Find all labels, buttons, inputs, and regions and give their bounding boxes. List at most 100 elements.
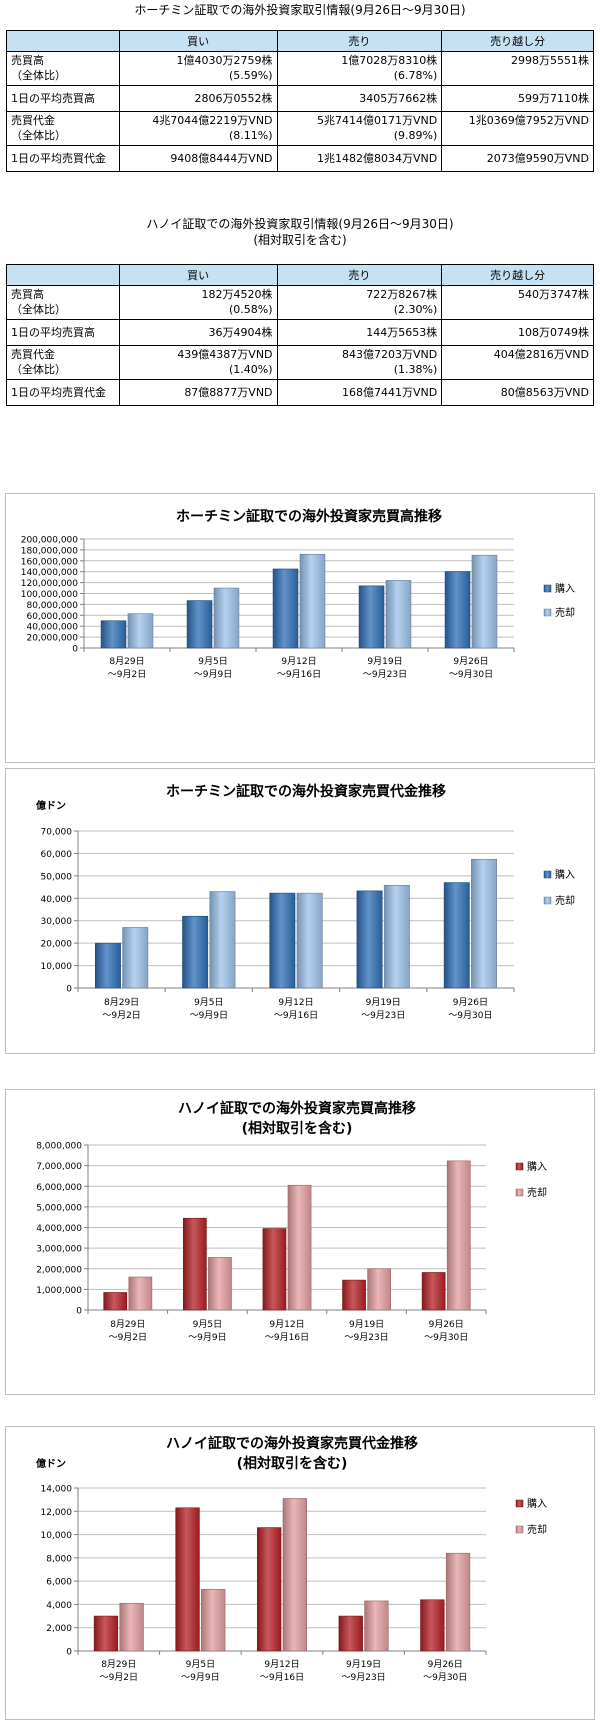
bar-buy: [100, 620, 127, 649]
legend-swatch: [515, 1162, 524, 1171]
x-tick-label: 9月12日: [278, 997, 313, 1008]
x-tick-label: ～9月30日: [424, 1332, 468, 1343]
x-tick-label: 8月29日: [110, 1319, 145, 1330]
x-tick-label: 8月29日: [109, 656, 144, 667]
y-tick-label: 70,000: [41, 828, 73, 838]
table-row: 1日の平均売買代金 9408億8444万VND 1兆1482億8034万VND …: [6, 145, 594, 172]
x-tick-label: ～9月23日: [363, 669, 407, 680]
row-label: 1日の平均売買高: [6, 319, 120, 346]
legend-label: 購入: [555, 582, 575, 595]
table-row: 売買代金 （全体比） 4兆7044億2219万VND (8.11%) 5兆741…: [6, 111, 594, 146]
bar-buy: [186, 600, 213, 649]
bar-sell: [385, 580, 412, 649]
x-tick-label: ～9月2日: [109, 1332, 147, 1343]
y-tick-label: 0: [66, 1648, 72, 1658]
y-tick-label: 180,000,000: [21, 546, 79, 556]
cell-buy: 87億8877万VND: [118, 379, 278, 406]
cell-sell: 144万5653株: [276, 319, 443, 346]
legend-label: 売却: [555, 606, 575, 619]
hcm-trade-table: 買い 売り 売り越し分 売買高 （全体比） 1億4030万2759株 (5.59…: [6, 30, 594, 172]
bar-buy: [420, 1599, 445, 1652]
y-tick-label: 0: [72, 645, 78, 655]
bar-buy: [103, 1292, 128, 1311]
legend-label: 売却: [527, 1523, 547, 1536]
hcm-volume-chart: ホーチミン証取での海外投資家売買高推移 020,000,00040,000,000…: [21, 508, 575, 680]
legend-label: 購入: [527, 1497, 547, 1510]
bar-buy: [175, 1507, 200, 1652]
x-tick-label: ～9月9日: [181, 1672, 219, 1683]
hn-table-title: ハノイ証取での海外投資家取引情報(9月26日～9月30日) (相対取引を含む): [146, 217, 454, 247]
bar-sell: [127, 613, 154, 649]
y-axis-label: 億ドン: [36, 1457, 66, 1470]
header-sell: 売り: [276, 264, 443, 286]
y-tick-label: 20,000,000: [26, 634, 78, 644]
bar-buy: [93, 1615, 119, 1652]
cell-sell: 5兆7414億0171万VND (9.89%): [276, 111, 443, 146]
table-header-row: 買い 売り 売り越し分: [6, 30, 594, 52]
cell-sell: 3405万7662株: [276, 85, 443, 112]
cell-buy: 439億4387万VND (1.40%): [118, 345, 278, 380]
x-tick-label: 8月29日: [104, 997, 139, 1008]
x-tick-label: 9月19日: [366, 997, 401, 1008]
bar-buy: [269, 892, 296, 989]
y-tick-label: 10,000: [41, 1531, 73, 1541]
bar-buy: [262, 1228, 287, 1311]
x-tick-label: 9月19日: [367, 656, 402, 667]
x-tick-label: ～9月16日: [277, 669, 321, 680]
hcm-table-title: ホーチミン証取での海外投資家取引情報(9月26日～9月30日): [134, 3, 466, 17]
y-tick-label: 30,000: [41, 917, 73, 927]
table-header-row: 買い 売り 売り越し分: [6, 264, 594, 286]
y-tick-label: 40,000,000: [26, 623, 78, 633]
x-tick-label: 9月26日: [429, 1319, 464, 1330]
cell-buy: 36万4904株: [118, 319, 278, 346]
x-tick-label: ～9月23日: [345, 1332, 389, 1343]
bar-buy: [257, 1527, 282, 1652]
x-tick-label: ～9月9日: [188, 1332, 226, 1343]
bar-buy: [443, 882, 470, 989]
bar-buy: [358, 585, 385, 649]
x-tick-label: ～9月9日: [194, 669, 232, 680]
cell-sell: 843億7203万VND (1.38%): [276, 345, 443, 380]
row-label: 売買代金 （全体比）: [6, 345, 120, 380]
header-buy: 買い: [118, 30, 278, 52]
y-tick-label: 40,000: [41, 895, 73, 905]
legend-swatch: [515, 1499, 524, 1508]
y-tick-label: 4,000: [46, 1601, 72, 1611]
bar-sell: [367, 1268, 391, 1311]
x-tick-label: ～9月23日: [342, 1672, 386, 1683]
y-tick-label: 120,000,000: [21, 579, 79, 589]
legend-label: 購入: [555, 868, 575, 881]
table-row: 売買高 （全体比） 1億4030万2759株 (5.59%) 1億7028万83…: [6, 51, 594, 86]
y-tick-label: 6,000: [46, 1578, 72, 1588]
table-row: 1日の平均売買高 36万4904株 144万5653株 108万0749株: [6, 319, 594, 346]
bar-buy: [272, 568, 299, 649]
hn-volume-chart: ハノイ証取での海外投資家売買高推移 (相対取引を含む) 0 1,000,000 2,00…: [36, 1100, 547, 1343]
cell-buy: 9408億8444万VND: [118, 145, 278, 172]
y-tick-label: 160,000,000: [21, 557, 79, 567]
x-tick-label: 9月12日: [264, 1659, 299, 1670]
bar-sell: [471, 858, 497, 989]
bar-sell: [446, 1160, 471, 1311]
legend-swatch: [543, 896, 552, 905]
x-tick-label: 9月5日: [194, 997, 223, 1008]
legend-swatch: [543, 608, 552, 617]
row-label: 売買代金 （全体比）: [6, 111, 120, 146]
bar-sell: [119, 1602, 144, 1652]
chart-title: ホーチミン証取での海外投資家売買代金推移: [166, 783, 446, 800]
y-tick-label: 4,000,000: [36, 1224, 82, 1234]
y-tick-label: 60,000,000: [26, 612, 78, 622]
table-row: 1日の平均売買高 2806万0552株 3405万7662株 599万7110株: [6, 85, 594, 112]
legend-label: 購入: [527, 1160, 547, 1173]
header-sell: 売り: [276, 30, 443, 52]
x-tick-label: 9月19日: [346, 1659, 381, 1670]
y-tick-label: 1,000,000: [36, 1286, 82, 1296]
x-tick-label: ～9月30日: [449, 669, 493, 680]
y-tick-label: 200,000,000: [21, 536, 79, 546]
y-tick-label: 8,000,000: [36, 1142, 82, 1152]
row-label: 1日の平均売買高: [6, 85, 120, 112]
bar-sell: [299, 553, 326, 649]
cell-buy: 1億4030万2759株 (5.59%): [118, 51, 278, 86]
cell-net: 404億2816万VND: [441, 345, 594, 380]
x-tick-label: 9月12日: [281, 656, 316, 667]
chart-title: ホーチミン証取での海外投資家売買高推移: [176, 508, 442, 525]
